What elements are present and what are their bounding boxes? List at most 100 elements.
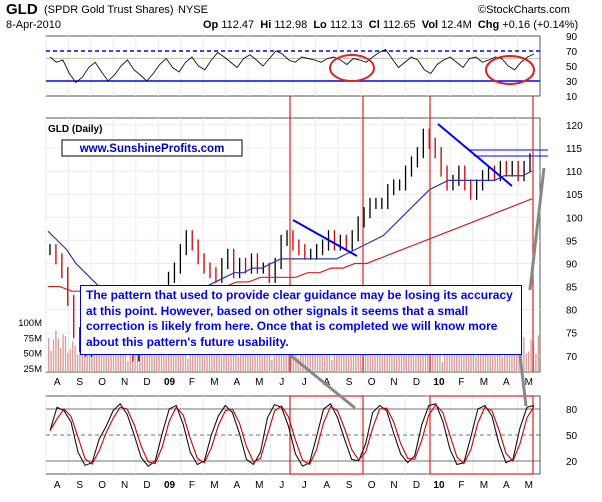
volume-bar [410, 340, 412, 372]
month-tick-label: D [143, 377, 150, 388]
volume-bar [304, 350, 307, 372]
volume-bar [69, 348, 71, 372]
price-tick-label: 110 [566, 167, 582, 178]
low-value: 112.13 [329, 19, 363, 31]
month-tick-label: S [346, 480, 353, 491]
volume-bar [307, 343, 309, 372]
volume-bar [144, 349, 146, 372]
volume-bar [537, 335, 539, 372]
volume-bar [434, 343, 436, 372]
volume-bar [424, 350, 427, 372]
volume-bar [470, 341, 472, 372]
volume-bar [324, 347, 326, 372]
quote-date: 8-Apr-2010 [6, 19, 62, 31]
volume-bar [328, 346, 331, 372]
month-tick-label: F [458, 377, 464, 388]
month-tick-label: M [480, 377, 488, 388]
volume-bar [451, 344, 453, 372]
volume-bar [530, 339, 532, 372]
volume-bar [408, 352, 410, 372]
month-tick-label: S [346, 377, 353, 388]
volume-bar [340, 343, 343, 372]
month-tick-label: O [368, 480, 376, 491]
volume-bar [211, 351, 213, 372]
month-tick-label: M [210, 480, 218, 491]
change-label: Chg [477, 19, 500, 31]
volume-bar [124, 341, 127, 372]
month-tick-label: D [413, 480, 420, 491]
month-tick-label: J [302, 480, 307, 491]
price-tick-label: 115 [566, 144, 582, 155]
watermark-box [61, 139, 243, 157]
volume-bar [153, 353, 155, 372]
volume-bar [57, 338, 59, 372]
volume-bar [127, 360, 129, 372]
volume-bar [170, 347, 172, 372]
price-tick-label: 120 [566, 121, 583, 132]
volume-bar [74, 345, 76, 372]
volume-bar [93, 354, 95, 372]
volume-bar [64, 335, 67, 372]
volume-bar [535, 353, 537, 372]
high-label: Hi [260, 19, 272, 31]
volume-bar [508, 348, 511, 372]
volume-bar [444, 344, 446, 372]
price-tick-label: 90 [566, 259, 578, 270]
month-tick-label: 09 [164, 377, 176, 388]
volume-bar [230, 343, 232, 372]
watermark-text: www.SunshineProfits.com [79, 143, 225, 155]
volume-bar [297, 357, 299, 372]
volume-bar [117, 342, 119, 372]
volume-bar [103, 349, 105, 372]
volume-tick-label: 100M [18, 318, 42, 329]
month-tick-label: J [302, 377, 307, 388]
volume-bar [268, 341, 271, 372]
volume-bar [432, 344, 434, 372]
price-tick-label: 75 [566, 329, 578, 340]
volume-bar [302, 340, 304, 372]
volume-bar [528, 351, 530, 372]
volume-bar [465, 346, 467, 372]
low-label: Lo [313, 19, 327, 31]
volume-bar [314, 350, 316, 372]
volume-bar [84, 344, 86, 372]
exchange-label: NYSE [178, 4, 208, 16]
rsi-tick-label: 50 [566, 62, 578, 73]
volume-bar [271, 359, 273, 372]
volume-bar [240, 344, 242, 372]
volume-bar [501, 356, 503, 372]
price-tick-label: 80 [566, 306, 578, 317]
watermark-stockcharts: ©StockCharts.com [478, 4, 570, 16]
close-value: 112.65 [382, 19, 416, 31]
volume-bar [220, 355, 223, 372]
stochastic-k-line [49, 402, 535, 467]
rsi-tick-label: 30 [566, 77, 578, 88]
rsi-tick-label: 70 [566, 47, 578, 58]
volume-bar [189, 339, 191, 372]
month-tick-label: N [121, 377, 128, 388]
volume-bar [364, 352, 367, 372]
volume-bar [381, 355, 383, 372]
month-tick-label: S [76, 377, 83, 388]
volume-bar [160, 354, 163, 372]
volume-bar [163, 342, 165, 372]
month-tick-label: F [458, 480, 464, 491]
volume-bar [338, 343, 340, 372]
rsi-tick-label: 10 [566, 92, 578, 103]
stochastic-tick-label: 20 [566, 457, 578, 468]
volume-bar [204, 351, 206, 372]
volume-bar [288, 346, 290, 372]
volume-bar [244, 350, 247, 372]
volume-bar [48, 338, 50, 372]
volume-bar [98, 340, 100, 372]
month-tick-label: 10 [433, 377, 445, 388]
volume-bar [50, 350, 52, 372]
volume-label: Vol [421, 19, 439, 31]
volume-bar [280, 348, 283, 372]
volume-tick-label: 25M [24, 364, 43, 375]
month-tick-label: A [234, 377, 241, 388]
volume-bar [350, 339, 352, 372]
callout-arrow [528, 167, 546, 291]
volume-bar [492, 351, 494, 372]
volume-bar [484, 345, 487, 372]
